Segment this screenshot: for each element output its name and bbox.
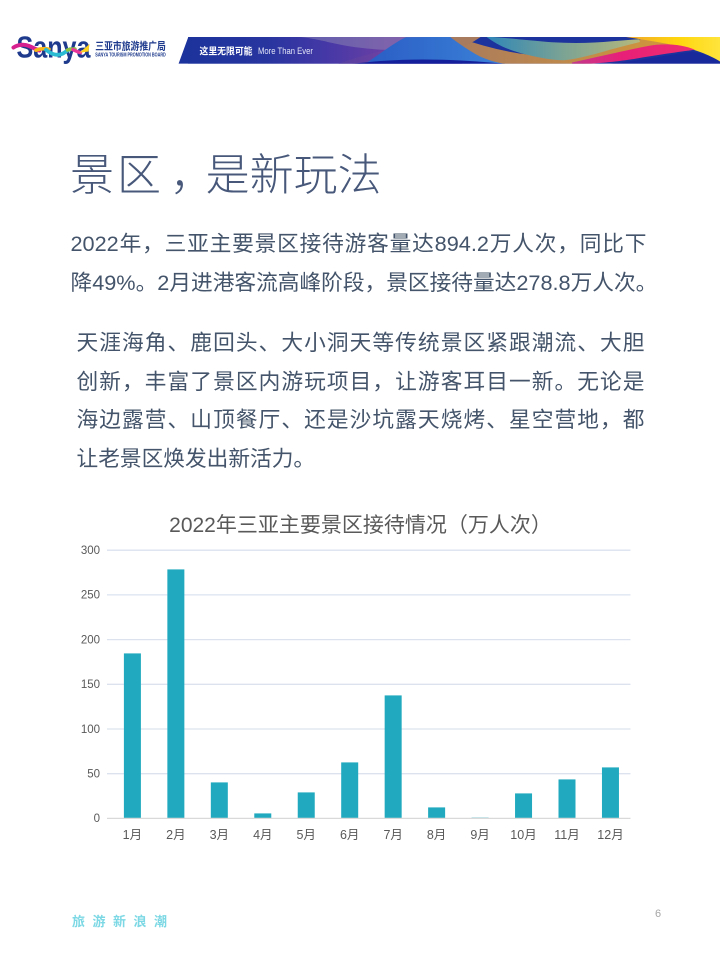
svg-text:4月: 4月 xyxy=(253,828,272,842)
svg-text:10月: 10月 xyxy=(510,828,536,842)
svg-text:250: 250 xyxy=(81,590,100,602)
svg-text:3月: 3月 xyxy=(210,828,229,842)
svg-text:三亚市旅游推广局: 三亚市旅游推广局 xyxy=(95,40,166,53)
svg-text:0: 0 xyxy=(94,813,100,825)
svg-text:9月: 9月 xyxy=(470,828,489,842)
svg-text:50: 50 xyxy=(87,769,100,781)
svg-text:200: 200 xyxy=(81,634,100,646)
svg-text:More Than Ever: More Than Ever xyxy=(258,46,313,57)
svg-text:1月: 1月 xyxy=(123,828,142,842)
svg-text:这里无限可能: 这里无限可能 xyxy=(200,45,253,57)
svg-text:7月: 7月 xyxy=(383,828,402,842)
svg-text:5月: 5月 xyxy=(296,828,315,842)
svg-text:300: 300 xyxy=(81,545,100,557)
svg-text:SANYA TOURISM PROMOTION BOARD: SANYA TOURISM PROMOTION BOARD xyxy=(95,52,166,58)
svg-text:100: 100 xyxy=(81,724,100,736)
svg-text:11月: 11月 xyxy=(554,828,579,842)
svg-text:2月: 2月 xyxy=(166,828,185,842)
svg-text:12月: 12月 xyxy=(597,828,623,842)
svg-text:150: 150 xyxy=(81,679,100,691)
svg-text:8月: 8月 xyxy=(427,828,446,842)
svg-text:6月: 6月 xyxy=(340,828,359,842)
